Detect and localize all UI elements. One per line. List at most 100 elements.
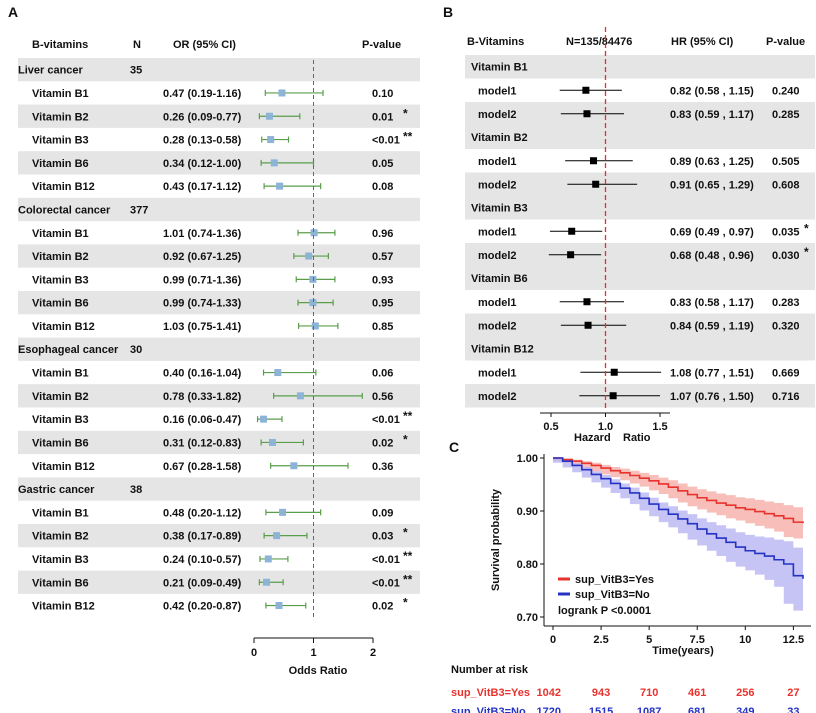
row-label: Vitamin B6 — [32, 158, 89, 170]
row-stripe — [18, 244, 420, 268]
risk-count: 710 — [640, 687, 658, 699]
x-tick-label: 7.5 — [690, 634, 705, 646]
group-stripe — [465, 55, 815, 79]
or-marker — [260, 415, 268, 423]
x-tick-label: 0 — [251, 647, 257, 659]
row-label: Vitamin B6 — [32, 437, 89, 449]
row-label: Vitamin B6 — [32, 577, 89, 589]
x-tick-label: 1.5 — [652, 421, 667, 433]
risk-count: 681 — [688, 706, 706, 713]
p-value: <0.01 — [372, 414, 400, 426]
x-tick-label: 2 — [370, 647, 376, 659]
panel-a: A B-vitamins N OR (95% CI) P-value Liver canc… — [8, 4, 420, 677]
y-tick-label: 1.00 — [517, 453, 538, 465]
p-value: 0.030 — [772, 250, 800, 262]
or-ci-text: 0.47 (0.19-1.16) — [163, 88, 242, 100]
or-ci-text: 0.21 (0.09-0.49) — [163, 577, 242, 589]
x-tick-label: 1 — [310, 647, 316, 659]
x-axis-label: Time(years) — [652, 645, 714, 657]
p-value: <0.01 — [372, 135, 400, 147]
group-stripe — [18, 477, 420, 501]
p-value: 0.36 — [372, 461, 393, 473]
p-value: 0.56 — [372, 391, 393, 403]
significance-mark: ** — [403, 549, 413, 563]
row-label: Vitamin B2 — [32, 391, 89, 403]
or-ci-text: 0.24 (0.10-0.57) — [163, 554, 242, 566]
hr-marker — [584, 321, 592, 329]
or-ci-text: 0.92 (0.67-1.25) — [163, 251, 242, 263]
risk-count: 1515 — [589, 706, 613, 713]
column-header: P-value — [362, 39, 401, 51]
or-ci-text: 0.99 (0.71-1.36) — [163, 274, 242, 286]
x-axis-label: Hazard — [574, 432, 611, 444]
row-label: Vitamin B3 — [32, 274, 89, 286]
significance-mark: * — [403, 526, 408, 540]
significance-mark: * — [403, 432, 408, 446]
hr-ci-text: 0.89 (0.63 , 1.25) — [670, 156, 754, 168]
hr-ci-text: 1.07 (0.76 , 1.50) — [670, 391, 754, 403]
row-label: Vitamin B1 — [32, 228, 89, 240]
or-marker — [273, 532, 281, 540]
group-stripe — [465, 125, 815, 149]
p-value: 0.240 — [772, 85, 800, 97]
significance-mark: * — [403, 106, 408, 120]
row-stripe — [465, 313, 815, 337]
or-ci-text: 0.40 (0.16-1.04) — [163, 368, 242, 380]
group-label: Esophageal cancer — [18, 344, 119, 356]
row-label: model2 — [478, 320, 517, 332]
group-label: Liver cancer — [18, 65, 84, 77]
row-stripe — [18, 524, 420, 548]
significance-mark: ** — [403, 572, 413, 586]
hr-ci-text: 0.83 (0.58 , 1.17) — [670, 297, 754, 309]
row-label: model2 — [478, 250, 517, 262]
row-label: Vitamin B12 — [32, 601, 95, 613]
or-ci-text: 0.28 (0.13-0.58) — [163, 135, 242, 147]
p-value: 0.716 — [772, 391, 800, 403]
p-value: 0.10 — [372, 88, 393, 100]
or-ci-text: 1.03 (0.75-1.41) — [163, 321, 242, 333]
legend-label: sup_VitB3=No — [575, 589, 650, 601]
p-value: 0.95 — [372, 298, 393, 310]
or-marker — [268, 438, 276, 446]
row-label: Vitamin B3 — [32, 554, 89, 566]
row-label: Vitamin B2 — [32, 531, 89, 543]
row-label: Vitamin B3 — [32, 414, 89, 426]
row-label: model1 — [478, 85, 517, 97]
p-value: 0.01 — [372, 111, 393, 123]
x-tick-label: 0 — [550, 634, 556, 646]
significance-mark: * — [403, 596, 408, 610]
panel-label-a: A — [8, 4, 18, 20]
risk-count: 1042 — [537, 687, 561, 699]
group-stripe — [465, 266, 815, 290]
p-value: 0.03 — [372, 531, 393, 543]
panel-label-c: C — [449, 439, 459, 455]
hr-marker — [567, 251, 575, 259]
column-header: N=135/84476 — [566, 36, 632, 48]
hr-ci-text: 0.83 (0.59 , 1.17) — [670, 109, 754, 121]
y-tick-label: 0.90 — [517, 506, 538, 518]
or-ci-text: 0.42 (0.20-0.87) — [163, 601, 242, 613]
row-stripe — [18, 430, 420, 455]
row-label: model2 — [478, 109, 517, 121]
or-marker — [265, 112, 273, 120]
row-label: Vitamin B1 — [32, 368, 89, 380]
p-value: 0.608 — [772, 179, 800, 191]
or-ci-text: 0.78 (0.33-1.82) — [163, 391, 242, 403]
survival-curve-yes — [553, 457, 804, 524]
or-ci-text: 0.43 (0.17-1.12) — [163, 181, 242, 193]
row-label: Vitamin B1 — [32, 507, 89, 519]
p-value: 0.06 — [372, 368, 393, 380]
hr-marker — [583, 298, 591, 306]
risk-count: 1720 — [537, 706, 561, 713]
or-marker — [309, 275, 317, 283]
or-marker — [309, 299, 317, 307]
hr-marker — [592, 180, 600, 188]
x-tick-label: 5 — [646, 634, 652, 646]
or-ci-text: 0.38 (0.17-0.89) — [163, 531, 242, 543]
hr-ci-text: 1.08 (0.77 , 1.51) — [670, 367, 754, 379]
or-marker — [275, 602, 283, 610]
row-label: model1 — [478, 367, 517, 379]
p-value: 0.02 — [372, 601, 393, 613]
row-stripe — [18, 384, 420, 408]
